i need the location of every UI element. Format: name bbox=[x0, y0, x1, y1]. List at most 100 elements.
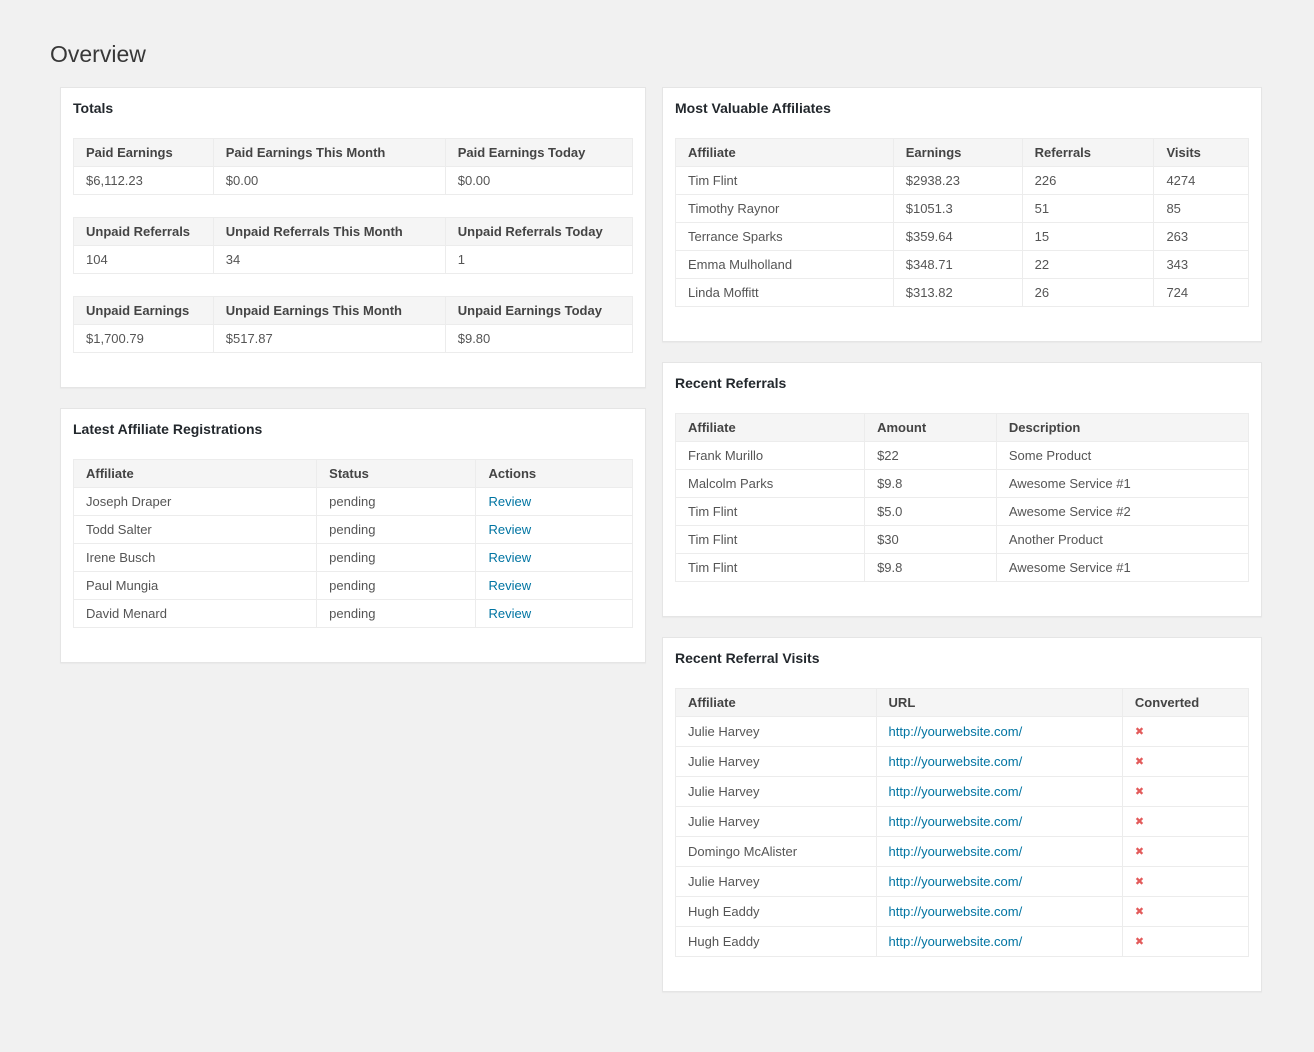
visit-url-link[interactable]: http://yourwebsite.com/ bbox=[888, 934, 1023, 949]
review-link[interactable]: Review bbox=[488, 550, 532, 565]
table-row: Julie Harvey http://yourwebsite.com/ ✖ bbox=[675, 746, 1250, 777]
table-row: Julie Harvey http://yourwebsite.com/ ✖ bbox=[675, 776, 1250, 807]
earnings-cell: $2938.23 bbox=[892, 166, 1023, 195]
actions-cell: Review bbox=[475, 599, 633, 628]
affiliate-cell: Tim Flint bbox=[674, 525, 866, 554]
status-cell: pending bbox=[316, 599, 477, 628]
review-link[interactable]: Review bbox=[488, 606, 532, 621]
table-row: 104 34 1 bbox=[73, 245, 634, 274]
column-header-description: Description bbox=[995, 413, 1250, 442]
url-cell: http://yourwebsite.com/ bbox=[875, 896, 1123, 927]
unpaid-earnings-table: Unpaid Earnings Unpaid Earnings This Mon… bbox=[73, 296, 634, 353]
affiliate-cell: Paul Mungia bbox=[72, 571, 318, 600]
review-link[interactable]: Review bbox=[488, 578, 532, 593]
table-row: Tim Flint $30 Another Product bbox=[674, 525, 1250, 554]
table-row: Todd Salter pending Review bbox=[72, 515, 633, 544]
visits-panel-title: Recent Referral Visits bbox=[675, 650, 820, 666]
page-title: Overview bbox=[50, 41, 146, 67]
visit-url-link[interactable]: http://yourwebsite.com/ bbox=[888, 874, 1023, 889]
visit-url-link[interactable]: http://yourwebsite.com/ bbox=[888, 784, 1023, 799]
referrals-cell: 226 bbox=[1021, 166, 1155, 195]
column-header-paid-earnings-this-month: Paid Earnings This Month bbox=[212, 138, 446, 167]
unpaid-referrals-this-month-value: 34 bbox=[212, 245, 446, 274]
right-column: Most Valuable Affiliates Affiliate Earni… bbox=[662, 87, 1262, 1012]
affiliate-cell: Todd Salter bbox=[72, 515, 318, 544]
unpaid-earnings-value: $1,700.79 bbox=[73, 324, 214, 353]
visit-url-link[interactable]: http://yourwebsite.com/ bbox=[888, 904, 1023, 919]
table-row: Paul Mungia pending Review bbox=[72, 571, 633, 600]
recent-referral-visits-table: Affiliate URL Converted Julie Harvey http… bbox=[675, 688, 1250, 957]
earnings-cell: $1051.3 bbox=[892, 194, 1023, 223]
visit-url-link[interactable]: http://yourwebsite.com/ bbox=[888, 724, 1023, 739]
table-row: David Menard pending Review bbox=[72, 599, 633, 628]
visits-cell: 85 bbox=[1153, 194, 1249, 223]
visits-cell: 724 bbox=[1153, 278, 1249, 307]
table-row: Hugh Eaddy http://yourwebsite.com/ ✖ bbox=[675, 896, 1250, 927]
table-row: Julie Harvey http://yourwebsite.com/ ✖ bbox=[675, 716, 1250, 747]
table-row: Tim Flint $2938.23 226 4274 bbox=[675, 166, 1249, 195]
affiliate-cell: Tim Flint bbox=[674, 497, 866, 526]
paid-earnings-this-month-value: $0.00 bbox=[212, 166, 446, 195]
referrals-cell: 22 bbox=[1021, 250, 1155, 279]
not-converted-icon: ✖ bbox=[1134, 786, 1145, 798]
table-row: $6,112.23 $0.00 $0.00 bbox=[73, 166, 634, 195]
converted-cell: ✖ bbox=[1121, 926, 1250, 957]
status-cell: pending bbox=[316, 571, 477, 600]
description-cell: Awesome Service #2 bbox=[995, 497, 1250, 526]
visit-url-link[interactable]: http://yourwebsite.com/ bbox=[888, 844, 1023, 859]
url-cell: http://yourwebsite.com/ bbox=[875, 806, 1123, 837]
converted-cell: ✖ bbox=[1121, 896, 1250, 927]
not-converted-icon: ✖ bbox=[1134, 876, 1145, 888]
column-header-affiliate: Affiliate bbox=[674, 413, 866, 442]
url-cell: http://yourwebsite.com/ bbox=[875, 836, 1123, 867]
not-converted-icon: ✖ bbox=[1134, 726, 1145, 738]
table-header-row: Affiliate Earnings Referrals Visits bbox=[675, 138, 1249, 167]
table-row: Timothy Raynor $1051.3 51 85 bbox=[675, 194, 1249, 223]
column-header-status: Status bbox=[316, 459, 477, 488]
panel-most-valuable-affiliates: Most Valuable Affiliates Affiliate Earni… bbox=[662, 87, 1262, 342]
table-row: Joseph Draper pending Review bbox=[72, 487, 633, 516]
review-link[interactable]: Review bbox=[488, 494, 532, 509]
paid-earnings-table: Paid Earnings Paid Earnings This Month P… bbox=[73, 138, 634, 195]
table-row: Terrance Sparks $359.64 15 263 bbox=[675, 222, 1249, 251]
unpaid-referrals-value: 104 bbox=[73, 245, 214, 274]
affiliate-cell: Irene Busch bbox=[72, 543, 318, 572]
status-cell: pending bbox=[316, 543, 477, 572]
visit-url-link[interactable]: http://yourwebsite.com/ bbox=[888, 814, 1023, 829]
column-header-affiliate: Affiliate bbox=[675, 138, 894, 167]
referrals-panel-title: Recent Referrals bbox=[675, 375, 787, 391]
recent-referrals-table: Affiliate Amount Description Frank Muril… bbox=[674, 413, 1250, 582]
visits-cell: 343 bbox=[1153, 250, 1249, 279]
column-header-unpaid-earnings-today: Unpaid Earnings Today bbox=[444, 296, 634, 325]
visits-cell: 4274 bbox=[1153, 166, 1249, 195]
registrations-panel-title: Latest Affiliate Registrations bbox=[73, 421, 263, 437]
referrals-cell: 26 bbox=[1021, 278, 1155, 307]
table-header-row: Unpaid Referrals Unpaid Referrals This M… bbox=[73, 217, 634, 246]
affiliate-cell: Joseph Draper bbox=[72, 487, 318, 516]
table-row: Linda Moffitt $313.82 26 724 bbox=[675, 278, 1249, 307]
column-header-actions: Actions bbox=[475, 459, 633, 488]
table-row: Emma Mulholland $348.71 22 343 bbox=[675, 250, 1249, 279]
review-link[interactable]: Review bbox=[488, 522, 532, 537]
amount-cell: $9.8 bbox=[864, 469, 997, 498]
affiliate-cell: Hugh Eaddy bbox=[675, 896, 877, 927]
converted-cell: ✖ bbox=[1121, 866, 1250, 897]
panel-latest-affiliate-registrations: Latest Affiliate Registrations Affiliate… bbox=[60, 408, 646, 663]
affiliate-cell: Linda Moffitt bbox=[675, 278, 894, 307]
status-cell: pending bbox=[316, 487, 477, 516]
totals-panel-title: Totals bbox=[73, 100, 114, 116]
unpaid-earnings-this-month-value: $517.87 bbox=[212, 324, 446, 353]
earnings-cell: $313.82 bbox=[892, 278, 1023, 307]
column-header-affiliate: Affiliate bbox=[675, 688, 877, 717]
affiliate-cell: Tim Flint bbox=[674, 553, 866, 582]
column-header-affiliate: Affiliate bbox=[72, 459, 318, 488]
actions-cell: Review bbox=[475, 571, 633, 600]
visits-cell: 263 bbox=[1153, 222, 1249, 251]
column-header-amount: Amount bbox=[864, 413, 997, 442]
panel-totals: Totals Paid Earnings Paid Earnings This … bbox=[60, 87, 646, 388]
unpaid-referrals-table: Unpaid Referrals Unpaid Referrals This M… bbox=[73, 217, 634, 274]
visit-url-link[interactable]: http://yourwebsite.com/ bbox=[888, 754, 1023, 769]
status-cell: pending bbox=[316, 515, 477, 544]
registrations-table: Affiliate Status Actions Joseph Draper pe… bbox=[72, 459, 633, 628]
